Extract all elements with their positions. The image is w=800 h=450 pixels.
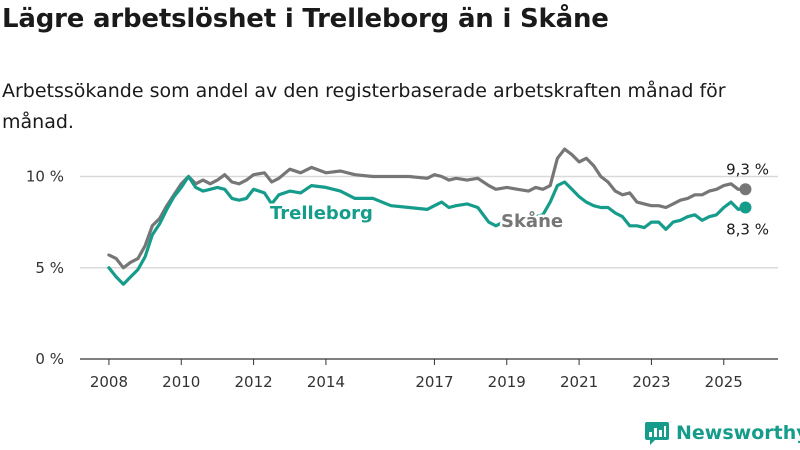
x-tick-label: 2017 [415,373,453,391]
series-end-points [739,183,752,214]
x-tick-label: 2010 [162,373,200,391]
x-tick-label: 2023 [632,373,670,391]
series-label-skane: Skåne [501,210,563,232]
chart-title: Lägre arbetslöshet i Trelleborg än i Skå… [2,4,609,34]
y-axis-tick-labels: 0 % 5 % 10 % [26,168,64,369]
end-point-skane [739,183,752,196]
series-line-skane [107,147,748,270]
series-lines [107,147,748,286]
x-tick-label: 2012 [235,373,273,391]
end-value-label-trelleborg: 8,3 % [726,221,769,239]
x-axis: 2008 2010 2012 2014 2017 2019 2021 2023 2025 [90,359,743,391]
brand-name: Newsworthy [676,422,800,444]
x-tick-label: 2014 [307,373,345,391]
x-tick-label: 2008 [90,373,128,391]
y-tick-label: 5 % [35,259,64,277]
end-value-label-skane: 9,3 % [726,160,769,178]
x-tick-label: 2019 [488,373,526,391]
y-tick-label: 10 % [26,168,64,186]
newsworthy-logo-icon [645,422,669,445]
end-point-trelleborg [739,201,752,214]
y-tick-label: 0 % [35,350,64,368]
x-tick-label: 2021 [560,373,598,391]
series-line-trelleborg [107,174,748,286]
x-tick-label: 2025 [705,373,743,391]
series-label-trelleborg: Trelleborg [270,203,373,224]
chart-subtitle: Arbetssökande som andel av den registerb… [2,80,726,133]
brand-logo[interactable]: Newsworthy [644,420,800,446]
